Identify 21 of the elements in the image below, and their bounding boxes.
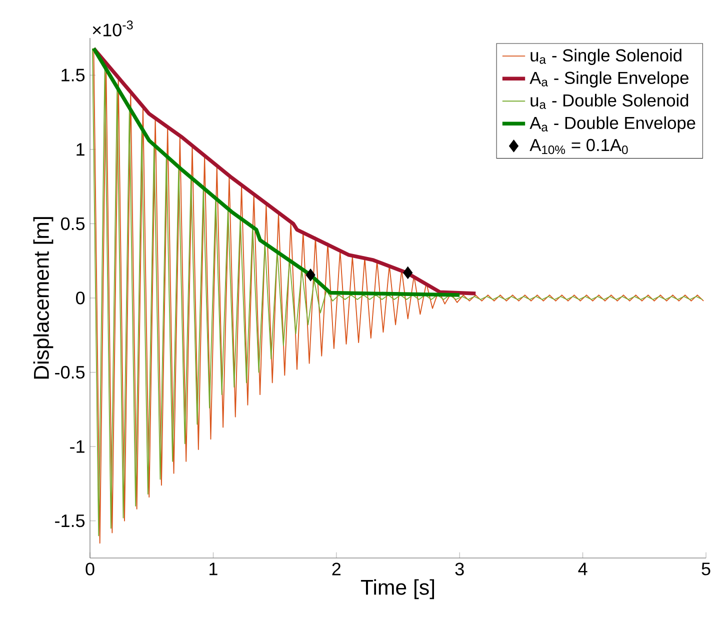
y-tick-label: 0.5 <box>60 217 85 230</box>
x-tick-label: 1 <box>210 562 218 576</box>
x-tick-label: 5 <box>702 562 710 576</box>
y-axis-title: Displacement [m] <box>33 217 54 379</box>
legend-label: A$_{a}$ - Single Envelope <box>530 71 688 88</box>
y-tick-label: -1 <box>70 440 84 453</box>
legend-label: A$_{10%}$ = 0.1A$_{0}$ <box>530 138 628 154</box>
x-tick-label: 0 <box>86 562 94 576</box>
x-tick-label: 4 <box>578 562 588 576</box>
legend-label: u$_{a}$ - Double Solenoid <box>530 94 688 109</box>
legend-label: A$_{a}$ - Double Envelope <box>530 116 696 133</box>
x-axis-title: Time [s] <box>360 579 434 600</box>
x-tick-label: 2 <box>332 562 340 576</box>
y-tick-label: -0.5 <box>55 366 85 379</box>
y-tick-label: 1.5 <box>62 68 85 82</box>
text: ×10$^{-3}$ <box>92 20 133 36</box>
legend-label: u$_{a}$ - Single Solenoid <box>530 48 682 65</box>
x-tick-label: 3 <box>455 562 464 576</box>
y-tick-label: 1 <box>76 143 84 156</box>
y-tick-label: -1.5 <box>55 514 85 528</box>
y-tick-label: 0 <box>76 292 85 304</box>
